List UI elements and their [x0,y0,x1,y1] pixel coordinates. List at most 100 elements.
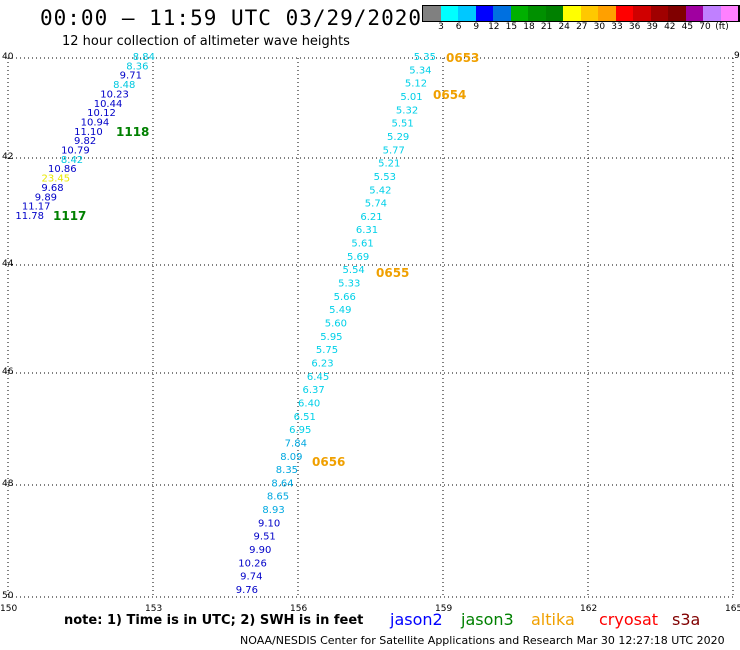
wave-height-value: 9.89 [35,192,57,203]
color-scale-label: 21 [540,22,553,32]
wave-height-value: 8.93 [262,505,284,516]
longitude-label: 162 [580,604,598,614]
color-scale-cell [633,6,651,21]
color-scale-label: 6 [455,22,462,32]
wave-height-value: 5.61 [351,239,373,250]
color-scale-cell [563,6,581,21]
chart-title: 00:00 – 11:59 UTC 03/29/2020 [40,6,423,30]
wave-height-value: 11.10 [74,127,103,138]
color-scale-cell [650,6,668,21]
wave-height-value: 9.71 [120,71,142,82]
wave-height-value: 6.31 [356,225,378,236]
color-scale-cell [685,6,703,21]
wave-height-value: 6.21 [360,212,382,223]
footer-credit: NOAA/NESDIS Center for Satellite Applica… [240,634,725,647]
longitude-label: 165 [725,604,740,614]
wave-height-value: 5.49 [329,305,351,316]
wave-height-value: 6.40 [298,398,320,409]
wave-height-value: 8.35 [276,465,298,476]
wave-height-value: 10.94 [81,117,110,128]
latitude-label: 42 [2,152,14,162]
wave-height-value: 9.76 [236,585,258,596]
color-scale-cell [528,6,546,21]
wave-height-value: 5.34 [409,65,431,76]
altimeter-tracks: 8.848.369.718.4810.2310.4410.1210.9411.1… [15,51,479,596]
color-scale-label: 33 [611,22,623,32]
note-text: note: 1) Time is in UTC; 2) SWH is in fe… [64,613,364,628]
color-scale-label: 42 [664,22,676,32]
wave-height-value: 9.10 [258,518,280,529]
color-scale-cell [615,6,633,21]
legend-cryosat: cryosat [599,610,659,629]
wave-height-value: 5.74 [365,199,387,210]
wave-height-value: 9.90 [249,545,271,556]
wave-height-value: 10.44 [94,99,123,110]
wave-height-value: 5.29 [387,132,409,143]
color-scale-cell [510,6,528,21]
wave-height-value: 5.12 [405,79,427,90]
color-scale-label: 12 [488,22,500,32]
wave-height-value: 5.35 [414,52,436,63]
wave-height-value: 5.77 [383,145,405,156]
wave-height-value: 5.21 [378,159,400,170]
color-scale-label: 3 [438,22,444,32]
latitude-label: 40 [2,52,14,62]
color-scale-label: 24 [558,22,570,32]
legend-s3a: s3a [672,610,701,629]
color-scale-label: 9 [473,22,480,32]
color-scale-label: 30 [593,22,606,32]
pass-time-label: 0653 [446,51,479,65]
longitude-label: 153 [145,604,163,614]
wave-height-value: 8.09 [280,452,302,463]
wave-height-value: 8.36 [126,61,148,72]
wave-height-value: 10.26 [238,558,267,569]
color-scale-unit: (ft) [715,22,729,32]
latitude-label: 44 [2,259,14,269]
wave-height-value: 6.95 [289,425,311,436]
wave-height-value: 8.65 [267,492,289,503]
pass-time-label: 0655 [376,266,409,280]
wave-height-value: 6.23 [311,358,333,369]
color-scale-bar [422,5,740,22]
wave-height-value: 10.23 [100,89,129,100]
wave-height-value: 8.42 [61,155,83,166]
wave-height-value: 6.37 [302,385,324,396]
wave-height-value: 10.12 [87,108,116,119]
wave-height-value: 5.54 [343,265,365,276]
wave-height-value: 5.53 [374,172,396,183]
color-scale-label: 39 [646,22,658,32]
wave-height-value: 7.84 [285,438,307,449]
wave-height-value: 8.48 [113,80,135,91]
latitude-label: 46 [2,367,14,377]
latitude-label: 48 [2,479,14,489]
wave-height-value: 5.60 [325,319,347,330]
color-scale-cell [440,6,458,21]
wave-height-value: 5.51 [391,119,413,130]
color-scale-label: 18 [523,22,535,32]
color-scale-cell [598,6,616,21]
color-scale-cell [720,6,738,21]
right-edge-label: 9 [734,51,740,61]
color-scale-cell [668,6,686,21]
wave-height-value: 23.45 [41,174,70,185]
color-scale-label: 15 [505,22,518,32]
wave-height-value: 5.33 [338,279,360,290]
wave-height-value: 5.42 [369,185,391,196]
wave-height-value: 5.66 [334,292,356,303]
color-scale-cell [475,6,493,21]
wave-height-value: 9.68 [41,183,63,194]
color-scale-cell [493,6,511,21]
pass-time-label: 0656 [312,455,345,469]
color-scale-cell [703,6,721,21]
longitude-label: 159 [435,604,453,614]
wave-height-value: 5.95 [320,332,342,343]
pass-time-label: 1118 [116,125,149,139]
wave-height-value: 11.78 [15,211,44,222]
chart-subtitle: 12 hour collection of altimeter wave hei… [62,34,350,49]
color-scale-label: 36 [628,22,641,32]
wave-height-value: 10.86 [48,164,77,175]
legend-altika: altika [531,610,575,629]
wave-height-value: 8.84 [133,52,155,63]
wave-height-value: 5.32 [396,105,418,116]
wave-height-value: 11.17 [22,202,51,213]
